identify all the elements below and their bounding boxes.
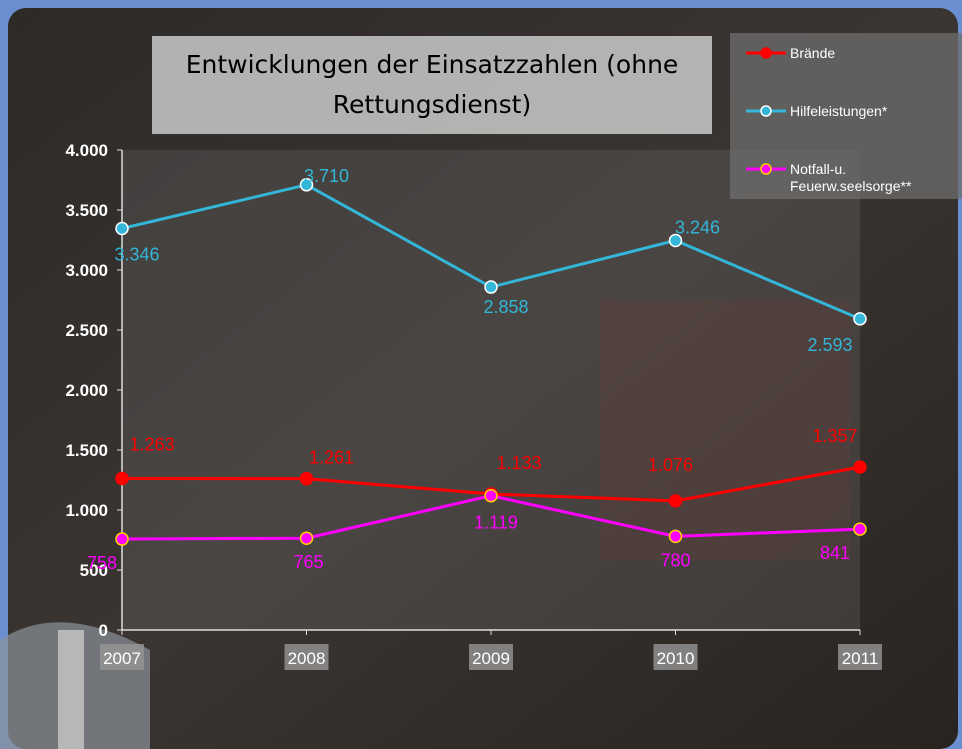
data-point bbox=[484, 280, 498, 294]
photo-truck bbox=[600, 300, 850, 560]
legend-icon bbox=[746, 163, 786, 175]
data-point bbox=[484, 488, 498, 503]
data-label: 1.261 bbox=[309, 448, 354, 468]
data-label: 841 bbox=[820, 543, 850, 563]
y-tick-label: 0 bbox=[99, 621, 108, 640]
legend-marker bbox=[760, 105, 772, 117]
data-label: 780 bbox=[660, 550, 690, 570]
data-point bbox=[853, 460, 867, 474]
y-tick-label: 1.000 bbox=[65, 501, 108, 520]
x-tick-box bbox=[469, 644, 513, 670]
data-label: 3.710 bbox=[304, 166, 349, 186]
legend-icon bbox=[746, 105, 786, 117]
data-point bbox=[115, 532, 129, 546]
x-tick-label: 2009 bbox=[472, 649, 510, 668]
data-point bbox=[853, 522, 867, 536]
y-tick-label: 3.500 bbox=[65, 201, 108, 220]
y-tick-label: 2.000 bbox=[65, 381, 108, 400]
y-tick-label: 1.500 bbox=[65, 441, 108, 460]
data-label: 2.858 bbox=[483, 297, 528, 317]
data-point bbox=[668, 529, 683, 544]
legend-item: Hilfeleistungen* bbox=[744, 103, 960, 120]
data-point bbox=[299, 531, 314, 545]
data-label: 765 bbox=[293, 552, 323, 572]
y-tick-label: 2.500 bbox=[65, 321, 108, 340]
y-tick-label: 3.000 bbox=[65, 261, 108, 280]
data-label: 3.246 bbox=[675, 217, 720, 237]
x-tick-box bbox=[100, 644, 144, 670]
x-tick-box bbox=[653, 644, 698, 670]
legend-label: Hilfeleistungen* bbox=[790, 103, 888, 119]
data-point bbox=[668, 233, 683, 248]
photo-background bbox=[8, 8, 958, 749]
legend-icon bbox=[746, 47, 786, 59]
y-tick-label: 500 bbox=[80, 561, 108, 580]
legend: Brände Hilfeleistungen* Notfall-u. Feuerw.… bbox=[730, 33, 962, 199]
x-tick-label: 2007 bbox=[103, 649, 141, 668]
legend-label: Notfall-u. Feuerw.seelsorge** bbox=[790, 161, 912, 194]
x-tick-box bbox=[838, 644, 882, 670]
x-tick-label: 2008 bbox=[288, 649, 326, 668]
plot-area bbox=[122, 150, 860, 630]
data-point bbox=[115, 221, 129, 236]
data-point bbox=[115, 471, 129, 486]
data-point bbox=[299, 471, 314, 486]
y-tick-label: 4.000 bbox=[65, 141, 108, 160]
legend-label: Brände bbox=[790, 45, 836, 61]
legend-item: Brände bbox=[744, 45, 960, 62]
data-label: 1.133 bbox=[496, 453, 541, 473]
x-tick-box bbox=[284, 644, 329, 670]
photo-pole bbox=[58, 630, 84, 749]
data-label: 1.263 bbox=[129, 434, 174, 454]
data-label: 3.346 bbox=[114, 244, 159, 264]
data-point bbox=[853, 312, 867, 326]
data-label: 1.119 bbox=[474, 513, 518, 533]
x-tick-label: 2011 bbox=[842, 649, 879, 668]
chart-title: Entwicklungen der Einsatzzahlen (ohne Re… bbox=[152, 36, 712, 134]
data-point bbox=[668, 494, 683, 508]
data-label: 2.593 bbox=[807, 335, 852, 355]
data-label: 758 bbox=[87, 553, 117, 573]
legend-marker bbox=[760, 47, 772, 59]
data-label: 1.076 bbox=[648, 455, 693, 475]
legend-item: Notfall-u. Feuerw.seelsorge** bbox=[744, 161, 940, 195]
x-tick-label: 2010 bbox=[657, 649, 695, 668]
data-point bbox=[299, 178, 314, 192]
data-label: 1.357 bbox=[812, 426, 857, 446]
legend-marker bbox=[760, 163, 772, 175]
